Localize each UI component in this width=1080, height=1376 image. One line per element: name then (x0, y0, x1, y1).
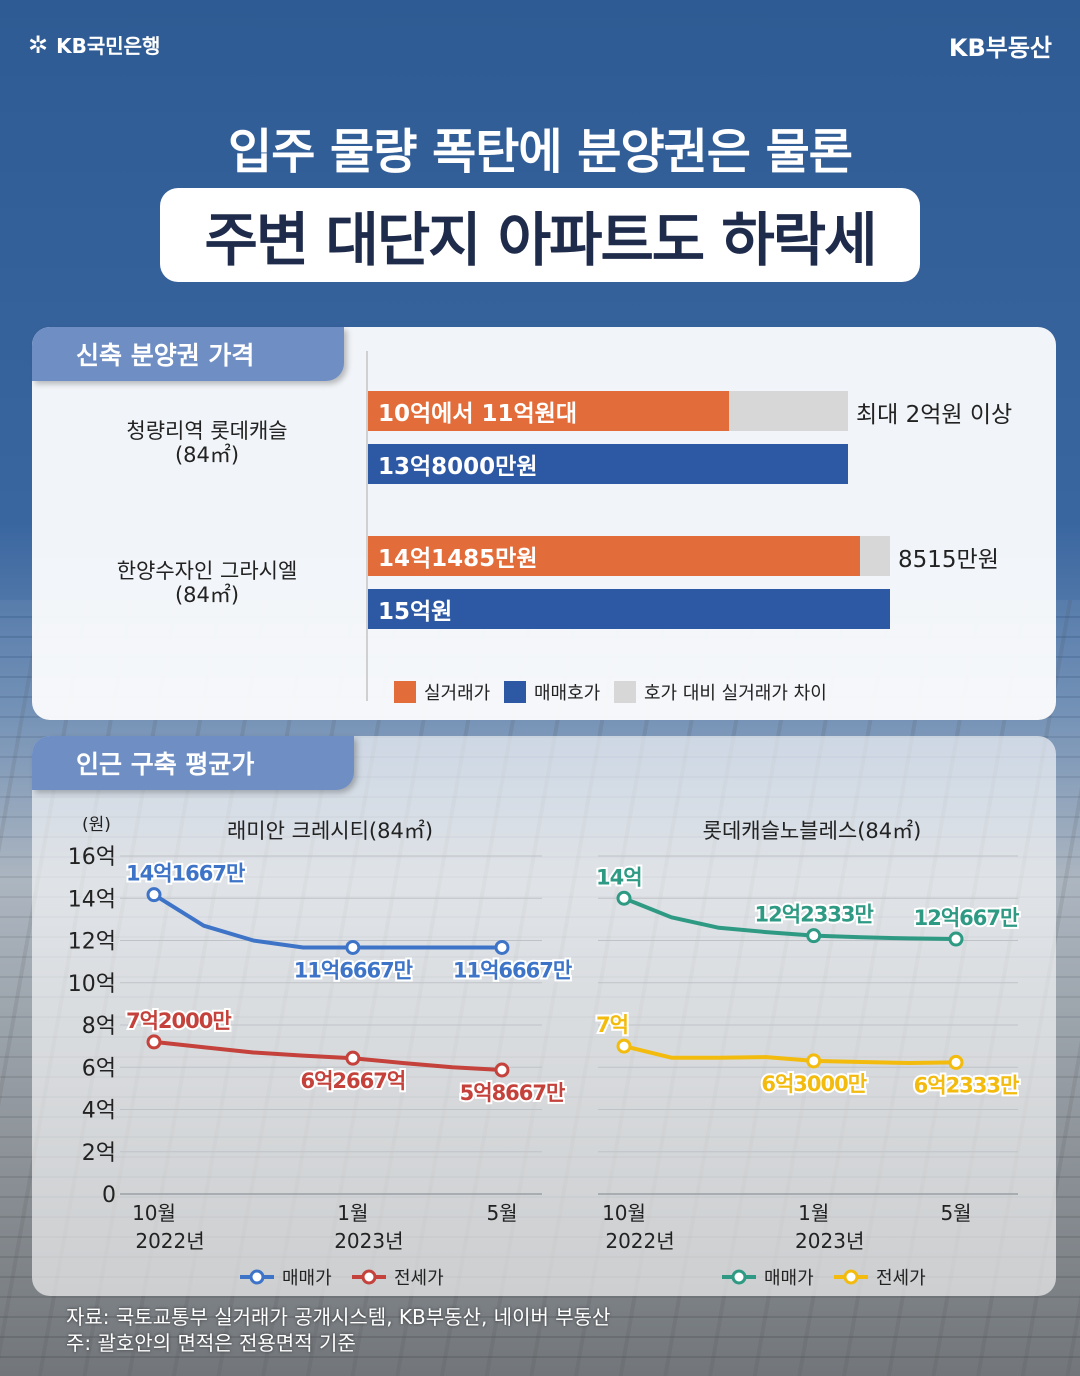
x-tick-month: 10월 (602, 1201, 646, 1225)
kb-realestate-logo: KB부동산 (948, 34, 1052, 62)
row-name: 청량리역 롯데캐슬 (126, 419, 288, 443)
y-tick-label: 16억 (68, 845, 116, 870)
bar-label: 14억1485만원 (378, 546, 538, 572)
presale-price-panel: 신축 분양권 가격 청량리역 롯데캐슬 (84㎡) 10억에서 11억원대 최대… (32, 327, 1056, 720)
x-tick-month: 1월 (798, 1201, 829, 1225)
legend-label: 매매가 (764, 1268, 814, 1289)
legend-marker (249, 1269, 265, 1285)
series-line-매매가 (622, 896, 958, 941)
headline-line1: 입주 물량 폭탄에 분양권은 물론 (228, 124, 853, 180)
diff-label: 최대 2억원 이상 (856, 402, 1013, 428)
data-point (494, 939, 510, 955)
legend-marker (731, 1269, 747, 1285)
kb-bank-logo: ✲ KB국민은행 (28, 30, 160, 59)
nearby-section-tab: 인근 구축 평균가 (32, 736, 354, 790)
x-tick-month: 5월 (940, 1201, 971, 1225)
series-line-전세가 (152, 1039, 504, 1072)
bar-label: 13억8000만원 (378, 454, 538, 480)
data-label: 6억2333만 (914, 1073, 1019, 1097)
data-point (806, 928, 822, 944)
x-tick-month: 5월 (486, 1201, 517, 1225)
data-point (146, 1034, 162, 1050)
row-label-1: 청량리역 롯데캐슬 (84㎡) (72, 419, 342, 467)
legend-label: 전세가 (394, 1268, 444, 1289)
row-area: (84㎡) (174, 583, 240, 607)
legend-swatch (504, 681, 526, 703)
y-tick-label: 8억 (82, 1014, 116, 1039)
actual-price-bar: 10억에서 11억원대 (368, 391, 729, 431)
data-point (345, 1050, 361, 1066)
bar-label: 10억에서 11억원대 (378, 401, 577, 427)
legend-label: 매매호가 (534, 683, 601, 704)
data-point (616, 890, 632, 906)
bar-label: 15억원 (378, 599, 453, 625)
presale-section-tab: 신축 분양권 가격 (32, 327, 344, 381)
legend-label: 전세가 (876, 1268, 926, 1289)
data-point (146, 887, 162, 903)
legend-swatch (394, 681, 416, 703)
y-tick-label: 2억 (82, 1141, 116, 1166)
data-point (948, 931, 964, 947)
nearby-avg-price-panel: 인근 구축 평균가 (원) 0 2억 4억 6억 8억 10억 12억 14억 16억 래미안 크레… (32, 736, 1056, 1296)
asking-price-bar: 13억8000만원 (368, 444, 848, 484)
data-point (948, 1054, 964, 1070)
data-label: 14억 (596, 865, 642, 889)
line-charts: (원) 0 2억 4억 6억 8억 10억 12억 14억 16억 래미안 크레시티(84㎡) 10월… (68, 815, 1022, 1289)
data-point (345, 939, 361, 955)
data-point (806, 1053, 822, 1069)
data-label: 14억1667만 (126, 862, 245, 886)
x-tick-year: 2022년 (605, 1229, 674, 1253)
source-note: 자료: 국토교통부 실거래가 공개시스템, KB부동산, 네이버 부동산 주: … (66, 1304, 610, 1356)
x-tick-year: 2023년 (334, 1229, 403, 1253)
series-line-매매가 (152, 892, 504, 950)
legend-diff: 호가 대비 실거래가 차이 (614, 679, 827, 705)
x-tick-year: 2023년 (795, 1229, 864, 1253)
y-tick-label: 0 (102, 1183, 116, 1208)
legend-label: 실거래가 (424, 683, 491, 704)
legend-label: 호가 대비 실거래가 차이 (644, 683, 827, 704)
x-tick-year: 2022년 (135, 1229, 204, 1253)
data-point (616, 1038, 632, 1054)
y-tick-label: 10억 (68, 972, 116, 997)
data-label: 7억 (596, 1013, 628, 1037)
data-label: 12억667만 (914, 906, 1019, 930)
data-label: 7억2000만 (126, 1009, 231, 1033)
x-tick-month: 10월 (132, 1201, 176, 1225)
legend-marker (843, 1269, 859, 1285)
y-unit-label: (원) (82, 815, 111, 835)
diff-label: 8515만원 (898, 547, 999, 573)
note-text: 주: 괄호안의 면적은 전용면적 기준 (66, 1331, 356, 1355)
data-label: 6억2667억 (301, 1069, 406, 1093)
x-tick-month: 1월 (337, 1201, 368, 1225)
data-label: 12억2333만 (755, 903, 874, 927)
y-tick-label: 4억 (82, 1099, 116, 1124)
chart-title: 래미안 크레시티(84㎡) (227, 819, 433, 843)
kb-star-icon: ✲ (28, 30, 49, 59)
y-tick-label: 6억 (82, 1056, 116, 1081)
data-label: 6억3000만 (761, 1072, 866, 1096)
row-name: 한양수자인 그라시엘 (116, 559, 298, 583)
y-tick-label: 14억 (68, 887, 116, 912)
series-line-전세가 (622, 1044, 958, 1065)
headline-line2: 주변 대단지 아파트도 하락세 (204, 206, 878, 274)
source-text: 자료: 국토교통부 실거래가 공개시스템, KB부동산, 네이버 부동산 (66, 1305, 611, 1329)
legend-actual: 실거래가 (394, 679, 490, 705)
row-area: (84㎡) (174, 443, 240, 467)
headline-box: 주변 대단지 아파트도 하락세 (160, 188, 920, 282)
legend-swatch (614, 681, 636, 703)
data-label: 11억6667만 (294, 958, 413, 982)
data-label: 11억6667만 (453, 958, 572, 982)
brand-left-text: KB국민은행 (56, 34, 161, 58)
y-tick-label: 12억 (68, 930, 116, 955)
asking-price-bar: 15억원 (368, 589, 890, 629)
data-label: 5억8667만 (460, 1081, 565, 1105)
actual-price-bar: 14억1485만원 (368, 536, 860, 576)
chart-title: 롯데캐슬노블레스(84㎡) (703, 819, 922, 843)
row-label-2: 한양수자인 그라시엘 (84㎡) (72, 559, 342, 607)
data-point (494, 1062, 510, 1078)
legend-label: 매매가 (282, 1268, 332, 1289)
axis-line (366, 351, 368, 701)
legend-asking: 매매호가 (504, 679, 600, 705)
legend-marker (361, 1269, 377, 1285)
